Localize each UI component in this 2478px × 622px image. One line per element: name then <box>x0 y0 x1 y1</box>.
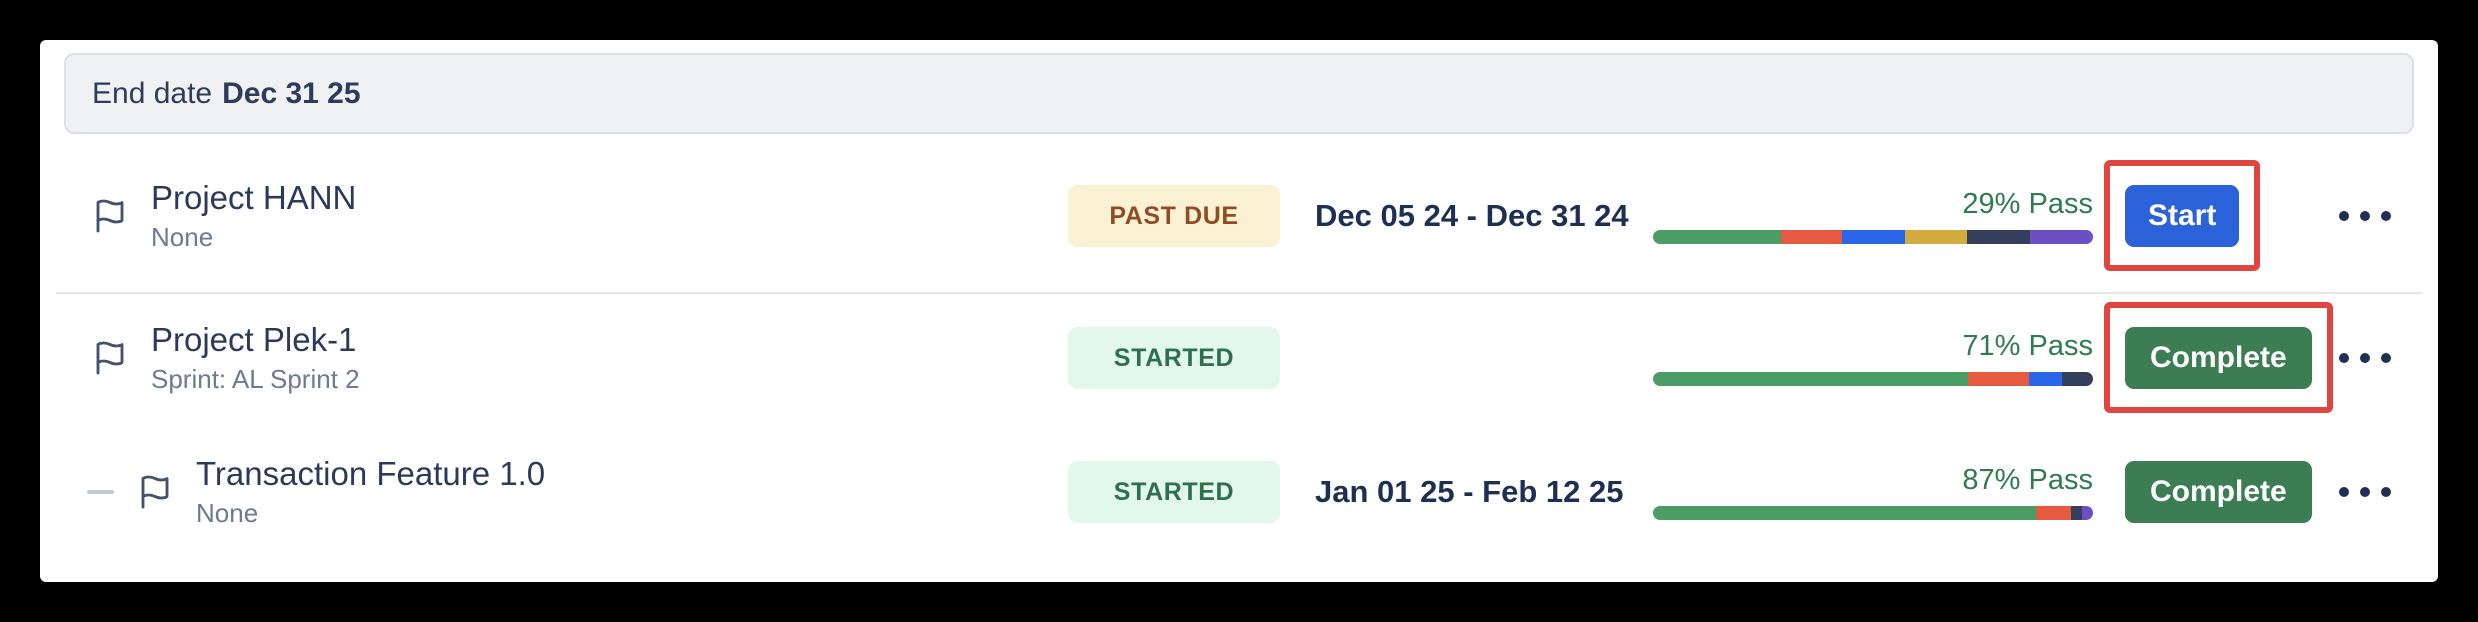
more-cell <box>2337 481 2438 503</box>
status-badge-past-due: PAST DUE <box>1068 185 1280 247</box>
progress-segment <box>1780 230 1843 244</box>
progress-segment <box>2029 230 2093 244</box>
group-header-end-date: End date Dec 31 25 <box>64 53 2414 134</box>
flag-icon <box>92 340 128 376</box>
pass-percentage-label: 87% Pass <box>1962 464 2093 496</box>
cycle-name-stack: Transaction Feature 1.0 None <box>196 455 545 529</box>
cycle-row-project-plek-1: Project Plek-1 Sprint: AL Sprint 2 START… <box>40 294 2438 422</box>
pass-percentage-label: 71% Pass <box>1962 330 2093 362</box>
progress-segment <box>1966 230 2030 244</box>
progress-segment <box>1653 230 1781 244</box>
cycle-subtitle: Sprint: AL Sprint 2 <box>151 363 360 394</box>
flag-icon <box>92 198 128 234</box>
cycle-name-cell: Project Plek-1 Sprint: AL Sprint 2 <box>40 321 1068 395</box>
execution-progress-bar <box>1653 230 2093 244</box>
progress-segment <box>2081 506 2093 520</box>
tree-connector-dash <box>87 490 114 494</box>
progress-segment <box>1967 372 2030 386</box>
progress-cell: 87% Pass <box>1653 464 2093 520</box>
pass-percentage-label: 29% Pass <box>1962 188 2093 220</box>
progress-cell: 71% Pass <box>1653 330 2093 386</box>
date-range: Dec 05 24 - Dec 31 24 <box>1315 198 1629 233</box>
execution-progress-bar <box>1653 506 2093 520</box>
progress-cell: 29% Pass <box>1653 188 2093 244</box>
more-options-icon[interactable] <box>2337 205 2393 227</box>
flag-icon <box>137 474 173 510</box>
status-cell: STARTED <box>1068 327 1315 389</box>
progress-segment <box>2062 372 2093 386</box>
progress-segment <box>1653 372 1968 386</box>
status-cell: STARTED <box>1068 461 1315 523</box>
status-badge-started: STARTED <box>1068 461 1280 523</box>
status-badge-started: STARTED <box>1068 327 1280 389</box>
more-options-icon[interactable] <box>2337 481 2393 503</box>
progress-segment <box>2070 506 2082 520</box>
cycle-row-transaction-feature: Transaction Feature 1.0 None STARTED Jan… <box>40 422 2438 562</box>
action-cell: Start <box>2093 160 2337 271</box>
cycle-subtitle: None <box>196 497 259 528</box>
execution-progress-bar <box>1653 372 2093 386</box>
cycle-rows: Project HANN None PAST DUE Dec 05 24 - D… <box>40 140 2438 562</box>
action-cell: Complete <box>2093 302 2337 413</box>
cycle-name-stack: Project HANN None <box>151 179 356 253</box>
more-cell <box>2337 347 2438 369</box>
action-cell: Complete <box>2093 461 2337 523</box>
row-divider <box>56 292 2422 294</box>
start-button[interactable]: Start <box>2125 185 2240 247</box>
test-cycles-panel: End date Dec 31 25 Project HANN None PAS… <box>40 40 2438 582</box>
progress-segment <box>1842 230 1906 244</box>
cycle-name-cell: Transaction Feature 1.0 None <box>40 455 1068 529</box>
progress-segment <box>2029 372 2063 386</box>
cycle-subtitle: None <box>151 221 214 252</box>
complete-button[interactable]: Complete <box>2125 461 2312 523</box>
cycle-title: Project HANN <box>151 179 357 217</box>
date-range: Jan 01 25 - Feb 12 25 <box>1315 474 1624 509</box>
cycle-title: Project Plek-1 <box>151 321 357 359</box>
cycle-title: Transaction Feature 1.0 <box>196 455 546 493</box>
progress-segment <box>2035 506 2071 520</box>
more-options-icon[interactable] <box>2337 347 2393 369</box>
more-cell <box>2337 205 2438 227</box>
group-header-value: Dec 31 25 <box>222 76 361 110</box>
cycle-name-stack: Project Plek-1 Sprint: AL Sprint 2 <box>151 321 360 395</box>
cycle-name-cell: Project HANN None <box>40 179 1068 253</box>
status-cell: PAST DUE <box>1068 185 1315 247</box>
group-header-label: End date <box>92 76 213 110</box>
progress-segment <box>1905 230 1967 244</box>
progress-segment <box>1653 506 2036 520</box>
cycle-row-project-hann: Project HANN None PAST DUE Dec 05 24 - D… <box>40 140 2438 292</box>
complete-button[interactable]: Complete <box>2125 327 2312 389</box>
